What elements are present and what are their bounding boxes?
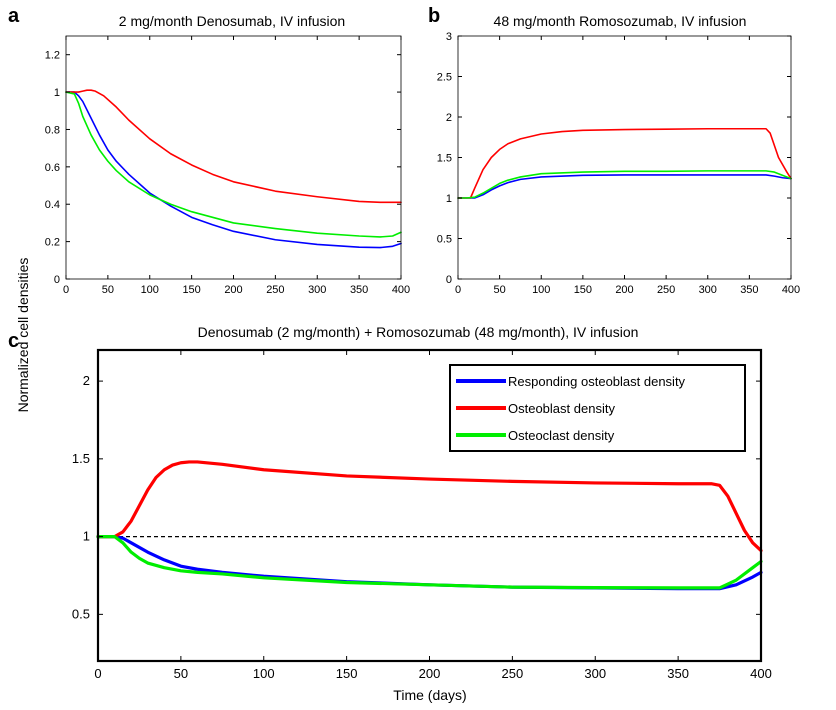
x-tick-label: 100 <box>532 284 550 296</box>
y-tick-label: 0.2 <box>45 237 60 249</box>
y-axis-label: Normalized cell densities <box>15 258 31 413</box>
plot-frame <box>65 35 402 280</box>
legend-label: Osteoclast density <box>508 428 615 443</box>
y-tick-label: 0 <box>446 274 452 286</box>
y-tick-label: 2 <box>446 112 452 124</box>
x-tick-label: 350 <box>350 284 368 296</box>
x-tick-label: 400 <box>392 284 410 296</box>
y-tick-label: 1 <box>446 193 452 205</box>
panel-c-chart: c Denosumab (2 mg/month) + Romosozumab (… <box>8 324 772 681</box>
y-tick-label: 2 <box>83 373 90 388</box>
x-tick-label: 50 <box>102 284 114 296</box>
panel-c-letter: c <box>8 330 19 352</box>
x-tick-label: 0 <box>63 284 69 296</box>
panel-b-title: 48 mg/month Romosozumab, IV infusion <box>494 13 747 29</box>
y-tick-label: 0.4 <box>45 199 60 211</box>
panel-b-plot-area: 0 50 100 150 200 250 300 350 400 0 0.5 1 1.5 2 2.5 3 <box>437 31 800 296</box>
x-tick-label: 0 <box>455 284 461 296</box>
panel-a-letter: a <box>8 5 20 27</box>
y-tick-label: 0.8 <box>45 124 60 136</box>
x-tick-label: 400 <box>750 666 772 681</box>
series-line-osteoclast <box>65 91 402 238</box>
x-tick-label: 250 <box>266 284 284 296</box>
panel-a-chart: a 2 mg/month Denosumab, IV infusion 0 50 1… <box>8 5 410 296</box>
x-tick-label: 200 <box>615 284 633 296</box>
legend: Responding osteoblast density Osteoblast … <box>449 364 746 452</box>
x-tick-label: 300 <box>584 666 606 681</box>
y-tick-label: 1 <box>54 87 60 99</box>
y-tick-label: 0.5 <box>437 234 452 246</box>
legend-label: Osteoblast density <box>508 401 615 416</box>
x-tick-label: 250 <box>657 284 675 296</box>
y-tick-label: 0.6 <box>45 162 60 174</box>
y-tick-label: 2.5 <box>437 72 452 84</box>
x-tick-label: 50 <box>174 666 188 681</box>
y-tick-label: 0.5 <box>72 606 90 621</box>
x-tick-label: 250 <box>502 666 524 681</box>
panel-a-title: 2 mg/month Denosumab, IV infusion <box>119 13 345 29</box>
x-tick-label: 350 <box>667 666 689 681</box>
x-tick-label: 300 <box>308 284 326 296</box>
y-tick-label: 1.5 <box>72 451 90 466</box>
panel-c-title: Denosumab (2 mg/month) + Romosozumab (48… <box>198 324 639 340</box>
x-tick-label: 150 <box>336 666 358 681</box>
y-tick-label: 1.5 <box>437 153 452 165</box>
x-tick-label: 150 <box>182 284 200 296</box>
x-tick-label: 100 <box>141 284 159 296</box>
series-line-osteoblast <box>65 89 402 204</box>
panel-c-plot-area: 0 50 100 150 200 250 300 350 400 0.5 1 1.5 2 Respondi… <box>72 348 772 681</box>
plot-frame <box>457 35 792 280</box>
series-line-osteoclast <box>96 535 763 590</box>
panel-b-letter: b <box>428 5 440 27</box>
series-line-osteoblast <box>457 127 792 199</box>
x-tick-label: 350 <box>740 284 758 296</box>
x-tick-label: 200 <box>224 284 242 296</box>
series-line-responding-osteoblast <box>96 535 763 591</box>
x-tick-label: 50 <box>494 284 506 296</box>
x-tick-label: 300 <box>699 284 717 296</box>
series-line-responding-osteoblast <box>457 174 792 199</box>
x-tick-label: 0 <box>94 666 101 681</box>
y-tick-label: 1 <box>83 529 90 544</box>
panel-a-plot-area: 0 50 100 150 200 250 300 350 400 0 0.2 0.4 0.6 0.8 1 1.… <box>45 35 410 296</box>
x-tick-label: 400 <box>782 284 800 296</box>
y-tick-label: 1.2 <box>45 50 60 62</box>
x-tick-label: 100 <box>253 666 275 681</box>
y-tick-label: 3 <box>446 31 452 43</box>
legend-label: Responding osteoblast density <box>508 374 686 389</box>
series-line-osteoblast <box>96 460 763 553</box>
panel-b-chart: b 48 mg/month Romosozumab, IV infusion 0… <box>428 5 800 296</box>
x-tick-label: 200 <box>419 666 441 681</box>
x-axis-label: Time (days) <box>393 687 466 703</box>
y-tick-label: 0 <box>54 274 60 286</box>
x-tick-label: 150 <box>574 284 592 296</box>
series-line-osteoclast <box>457 170 792 199</box>
